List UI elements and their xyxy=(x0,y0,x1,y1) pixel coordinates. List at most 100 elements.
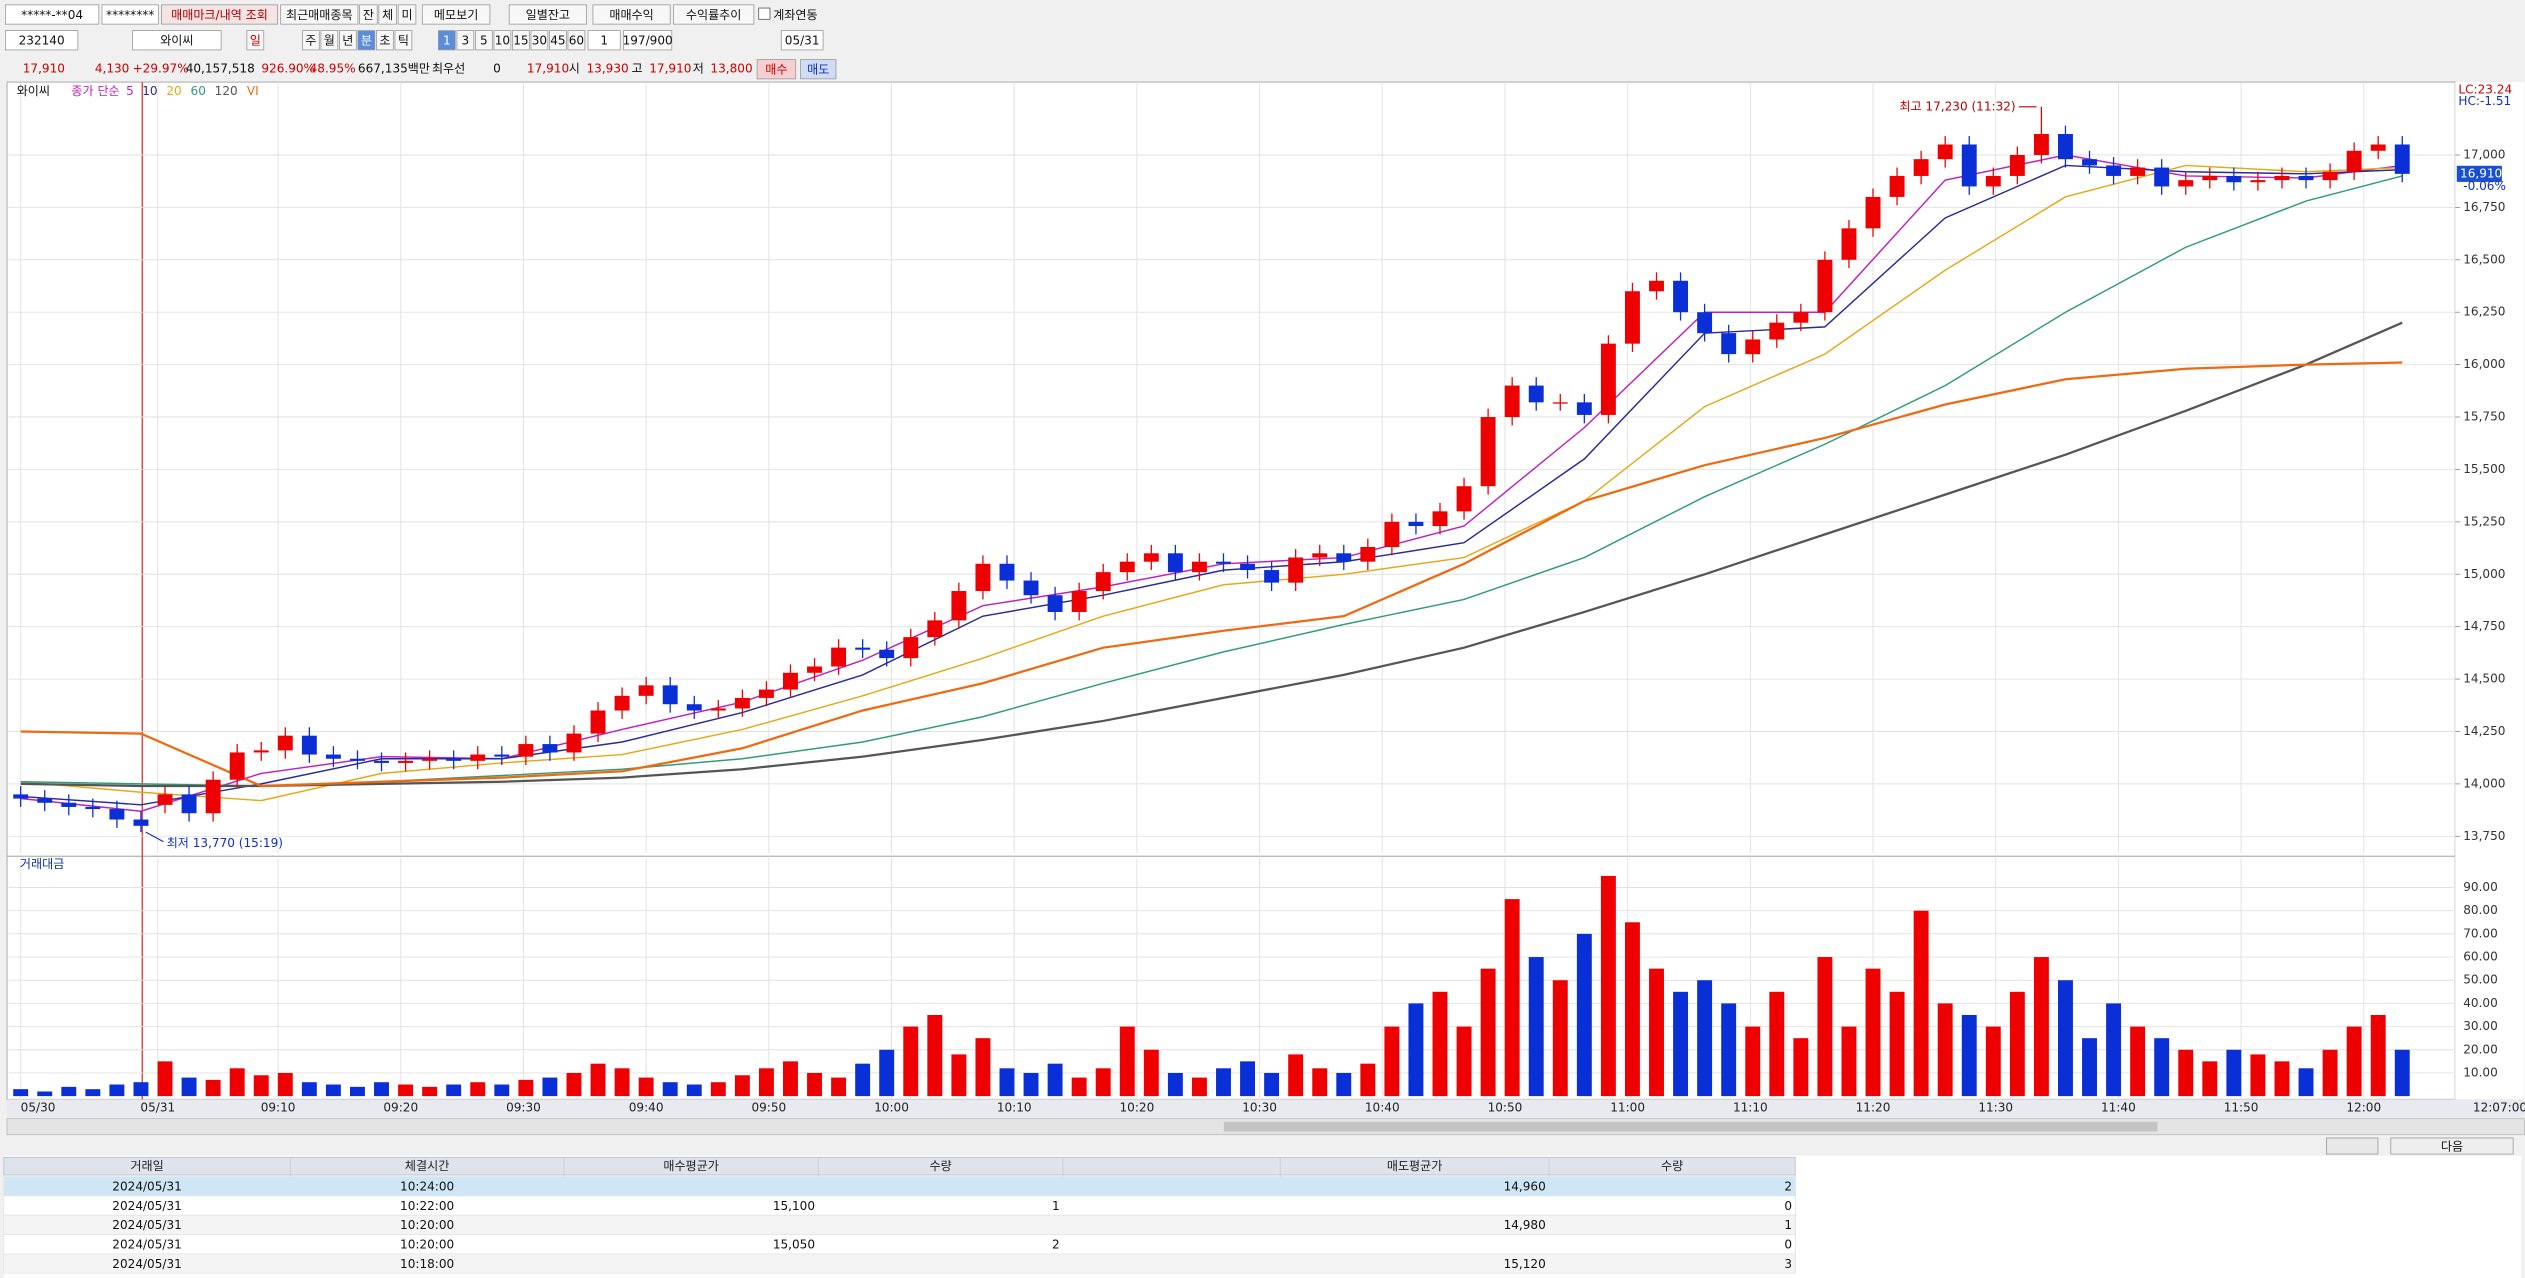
interval-button[interactable] xyxy=(437,30,456,51)
volume-bar xyxy=(1889,991,1905,1097)
table-cell: 14,960 xyxy=(1504,1180,1546,1194)
code-input[interactable] xyxy=(5,30,79,51)
interval-button[interactable] xyxy=(475,30,493,51)
table-cell: 10:18:00 xyxy=(400,1257,454,1271)
volume-bar xyxy=(807,1072,822,1097)
change-rate: +29.97% xyxy=(133,62,189,76)
mark-button[interactable] xyxy=(161,4,278,25)
y-tick-label: 50.00 xyxy=(2463,973,2498,987)
interval-button[interactable] xyxy=(512,30,530,51)
candle-body xyxy=(1576,402,1592,415)
button[interactable] xyxy=(508,4,587,25)
volume-ratio: 926.90% xyxy=(261,62,315,76)
period-button[interactable] xyxy=(339,30,357,51)
table-row[interactable] xyxy=(3,1253,1796,1274)
buy-button[interactable] xyxy=(756,59,797,80)
button[interactable] xyxy=(592,4,671,25)
last-price: 16,910 xyxy=(2460,166,2502,180)
table-cell: 2 xyxy=(1784,1180,1792,1194)
interval-button[interactable] xyxy=(493,30,512,51)
button[interactable] xyxy=(672,4,755,25)
period-button[interactable] xyxy=(357,30,376,51)
interval-button[interactable] xyxy=(530,30,549,51)
candle-body xyxy=(181,794,197,814)
x-tick-label: 10:00 xyxy=(874,1101,909,1115)
last-price-box xyxy=(2456,165,2502,182)
table-row[interactable] xyxy=(3,1234,1796,1255)
period-button-label: 틱 xyxy=(398,34,409,48)
x-tick-label: 09:20 xyxy=(383,1101,418,1115)
interval-button[interactable] xyxy=(549,30,567,51)
open-label: 시 xyxy=(569,62,580,76)
candle-body xyxy=(205,779,221,814)
code-input-label: 232140 xyxy=(19,34,65,48)
button[interactable] xyxy=(378,4,397,25)
y-tick-label: 16,500 xyxy=(2463,252,2505,266)
candle-body xyxy=(1793,312,1809,323)
button[interactable] xyxy=(359,4,378,25)
volume-bar xyxy=(1624,922,1640,1097)
table-cell: 15,050 xyxy=(773,1238,815,1252)
volume-bar xyxy=(1817,957,1833,1097)
candle-body xyxy=(927,620,943,638)
icon-button[interactable] xyxy=(2326,1137,2379,1155)
interval-button[interactable] xyxy=(456,30,475,51)
candle-body xyxy=(2250,180,2266,183)
volume-bar xyxy=(1865,968,1881,1097)
scroll-thumb[interactable] xyxy=(1223,1121,2158,1132)
volume-bar xyxy=(518,1079,534,1097)
volume-bar xyxy=(2058,980,2073,1097)
password-input-label: ******** xyxy=(106,8,154,22)
table-row[interactable] xyxy=(3,1195,1796,1216)
volume-bar xyxy=(181,1077,197,1097)
axis-panel xyxy=(2455,82,2525,1100)
table-header: 체결시간 xyxy=(405,1159,449,1173)
volume-bar xyxy=(999,1068,1015,1097)
password-input[interactable] xyxy=(101,4,159,25)
name-field[interactable] xyxy=(132,30,222,51)
period-button[interactable] xyxy=(246,30,265,51)
volume-bar xyxy=(13,1089,29,1097)
volume-bar xyxy=(2130,1026,2146,1097)
volume-bar xyxy=(975,1038,991,1097)
volume-bar xyxy=(350,1086,365,1097)
period-button[interactable] xyxy=(320,30,339,51)
volume-bar xyxy=(2250,1054,2266,1097)
low: 13,800 xyxy=(710,62,752,76)
date-input[interactable] xyxy=(780,30,824,51)
candle-body xyxy=(1191,561,1207,573)
volume-bar xyxy=(2322,1049,2338,1097)
best-price: 17,910 xyxy=(527,62,569,76)
volume-bar xyxy=(2346,1026,2362,1097)
volume-bar xyxy=(1191,1077,1207,1097)
x-tick-label: 10:20 xyxy=(1120,1101,1155,1115)
range-field[interactable] xyxy=(623,30,673,51)
table-cell: 10:24:00 xyxy=(400,1180,454,1194)
period-button[interactable] xyxy=(376,30,394,51)
volume-bar xyxy=(470,1082,486,1097)
period-button[interactable] xyxy=(394,30,413,51)
button[interactable] xyxy=(421,4,491,25)
count-input[interactable] xyxy=(587,30,621,51)
volume-bar xyxy=(734,1075,750,1097)
account-select[interactable] xyxy=(5,4,100,25)
volume-bar xyxy=(1360,1063,1376,1097)
button[interactable] xyxy=(280,4,359,25)
legend-entry: 120 xyxy=(215,84,238,98)
candle-body xyxy=(1480,417,1496,487)
checkbox[interactable] xyxy=(758,7,771,20)
candle-body xyxy=(253,750,269,753)
interval-button[interactable] xyxy=(567,30,586,51)
volume-bar xyxy=(1985,1026,2001,1097)
candle-body xyxy=(2202,175,2218,181)
sell-button[interactable] xyxy=(800,59,837,80)
candle-body xyxy=(710,708,726,711)
next-button[interactable] xyxy=(2390,1137,2514,1155)
volume-bar xyxy=(2033,957,2049,1097)
volume-bar xyxy=(1095,1068,1111,1097)
volume-bar xyxy=(1841,1026,1857,1097)
button[interactable] xyxy=(397,4,417,25)
period-button[interactable] xyxy=(301,30,320,51)
volume-bar xyxy=(855,1063,871,1097)
volume-bar xyxy=(253,1075,269,1097)
